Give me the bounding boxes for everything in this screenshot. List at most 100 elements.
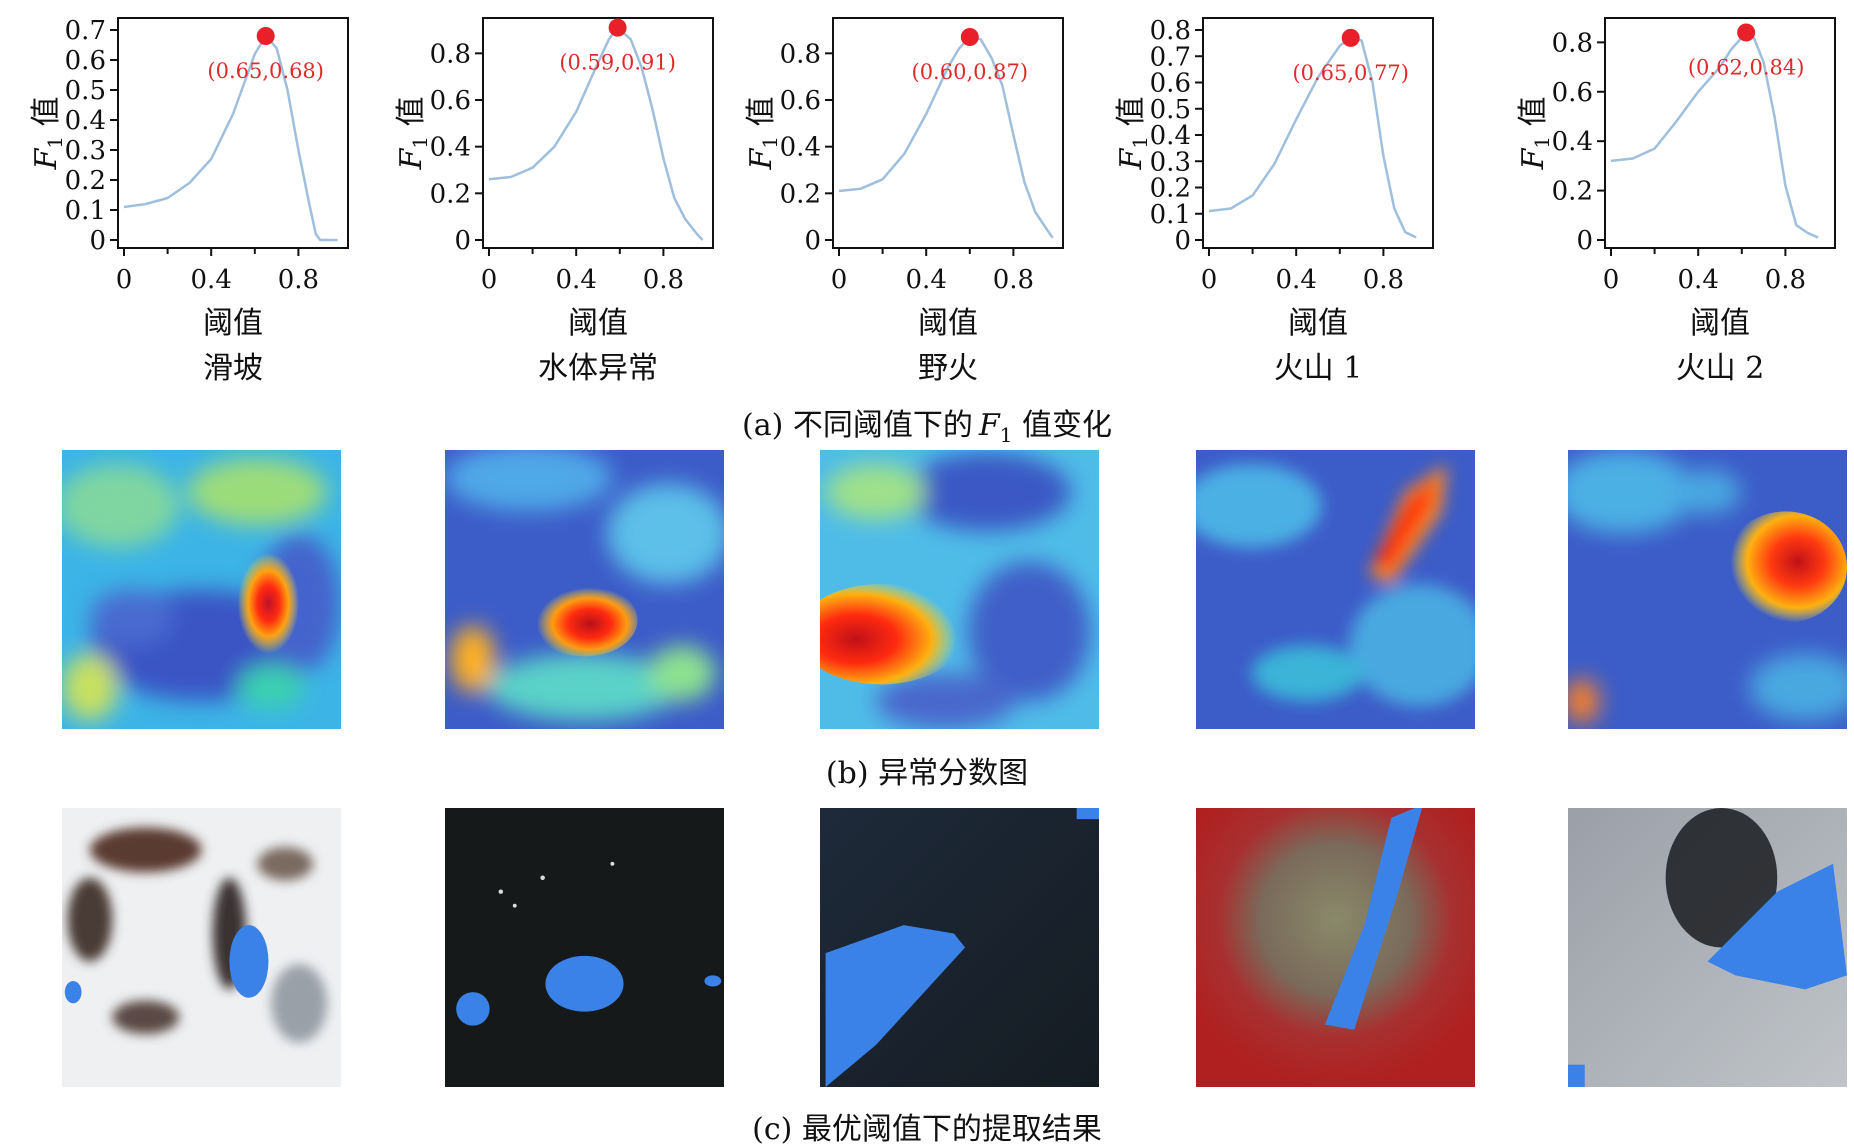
y-tick-label: 0.2 — [1150, 174, 1191, 204]
y-tick-label: 0.7 — [1150, 42, 1191, 72]
chart-frame — [482, 17, 714, 249]
x-axis-label: 阈值 — [203, 306, 263, 341]
y-axis-label-symbol: F — [1516, 148, 1551, 171]
chart-title: 野火 — [918, 351, 978, 386]
y-tick-label: 0.6 — [780, 86, 821, 116]
x-tick-label: 0 — [1603, 265, 1620, 295]
y-tick-label: 0 — [804, 226, 821, 256]
x-axis-label: 阈值 — [568, 306, 628, 341]
x-tick-label: 0 — [831, 265, 848, 295]
chart-title: 水体异常 — [538, 351, 658, 386]
y-axis-label: F1 值 — [744, 96, 782, 170]
x-tick-label: 0.4 — [191, 265, 232, 295]
y-tick-label: 0.3 — [65, 136, 106, 166]
y-axis-label-text: 值 — [1516, 96, 1551, 136]
result-volcano-1 — [1196, 808, 1475, 1087]
y-tick-label: 0.7 — [65, 16, 106, 46]
y-tick-label: 0.6 — [65, 46, 106, 76]
y-tick-label: 0.1 — [65, 196, 106, 226]
x-tick-label: 0 — [481, 265, 498, 295]
y-axis-label-sub: 1 — [1128, 136, 1152, 149]
chart-3: 00.10.20.30.40.50.60.70.80 0.4 0.8(0.65,0.… — [1114, 16, 1434, 386]
y-tick-label: 0.4 — [65, 106, 106, 136]
y-axis-label-sub: 1 — [43, 136, 67, 149]
y-axis-label-symbol: F — [394, 148, 429, 171]
caption-a: (a) 不同阈值下的 F1 值变化 — [0, 400, 1854, 447]
y-tick-label: 0.2 — [1552, 177, 1593, 207]
peak-label: (0.65,0.68) — [207, 59, 324, 83]
y-tick-label: 0 — [89, 226, 106, 256]
chart-frame — [1202, 17, 1434, 249]
peak-label: (0.59,0.91) — [559, 51, 676, 75]
chart-0: 00.10.20.30.40.50.60.70 0.4 0.8(0.65,0.68)… — [29, 16, 349, 386]
heatmap-volcano-1 — [1196, 450, 1475, 729]
heatmap-water-anomaly — [445, 450, 724, 729]
y-axis-label-text: 值 — [744, 96, 779, 136]
caption-a-symbol: F — [978, 408, 1000, 443]
y-tick-label: 0.8 — [1150, 16, 1191, 46]
y-tick-label: 0 — [1576, 226, 1593, 256]
y-tick-label: 0.6 — [430, 86, 471, 116]
y-axis-label-text: 值 — [29, 96, 64, 136]
y-tick-label: 0.4 — [780, 133, 821, 163]
x-tick-label: 0.8 — [278, 265, 319, 295]
y-axis-label: F1 值 — [394, 96, 432, 170]
chart-1: 0 0.2 0.4 0.6 0.8 0 0.4 0.8 (0.59,0.91) F1 值阈值水体异… — [394, 17, 714, 386]
caption-a-prefix: (a) 不同阈值下的 — [742, 408, 973, 443]
y-tick-label: 0.2 — [65, 166, 106, 196]
result-wildfire — [820, 808, 1099, 1087]
x-tick-label: 0.8 — [643, 265, 684, 295]
y-axis-label-text: 值 — [1114, 96, 1149, 136]
y-tick-label: 0.8 — [1552, 28, 1593, 58]
y-axis-label-symbol: F — [1114, 148, 1149, 171]
chart-frame — [832, 17, 1064, 249]
x-axis-label: 阈值 — [1690, 306, 1750, 341]
peak-label: (0.60,0.87) — [912, 60, 1029, 84]
y-tick-label: 0.4 — [1552, 127, 1593, 157]
y-axis-label-sub: 1 — [758, 136, 782, 149]
x-tick-label: 0.8 — [993, 265, 1034, 295]
peak-point — [960, 28, 979, 46]
y-axis-label-text: 值 — [394, 96, 429, 136]
x-tick-label: 0.8 — [1363, 265, 1404, 295]
x-tick-label: 0.4 — [1678, 265, 1719, 295]
x-axis-label: 阈值 — [1288, 306, 1348, 341]
peak-label: (0.62,0.84) — [1688, 55, 1805, 79]
y-tick-label: 0.8 — [780, 39, 821, 69]
chart-frame — [117, 17, 349, 249]
y-tick-label: 0.6 — [1150, 69, 1191, 99]
x-axis-label: 阈值 — [918, 306, 978, 341]
y-tick-label: 0.6 — [1552, 78, 1593, 108]
peak-point — [608, 18, 627, 37]
heatmap-landslide — [62, 450, 341, 729]
y-tick-label: 0.5 — [65, 76, 106, 106]
x-tick-label: 0 — [116, 265, 133, 295]
heatmap-wildfire — [820, 450, 1099, 729]
y-axis-label-symbol: F — [744, 148, 779, 171]
x-tick-label: 0.4 — [1276, 265, 1317, 295]
peak-point — [1737, 23, 1756, 42]
result-water-anomaly — [445, 808, 724, 1087]
x-tick-label: 0.8 — [1765, 265, 1806, 295]
y-tick-label: 0 — [454, 226, 471, 256]
y-tick-label: 0.3 — [1150, 147, 1191, 177]
y-axis-label: F1 值 — [29, 96, 67, 170]
x-tick-label: 0.4 — [556, 265, 597, 295]
heatmap-volcano-2 — [1568, 450, 1847, 729]
y-tick-label: 0.1 — [1150, 200, 1191, 230]
f1-threshold-charts: 00.10.20.30.40.50.60.70 0.4 0.8(0.65,0.68)… — [29, 16, 1836, 386]
x-tick-label: 0 — [1201, 265, 1218, 295]
peak-label: (0.65,0.77) — [1292, 61, 1409, 85]
result-landslide — [62, 808, 341, 1087]
chart-title: 滑坡 — [203, 351, 263, 386]
y-tick-label: 0.8 — [430, 39, 471, 69]
y-axis-label-symbol: F — [29, 148, 64, 171]
chart-title: 火山 1 — [1274, 351, 1363, 386]
y-tick-label: 0.4 — [1150, 121, 1191, 151]
chart-frame — [1604, 17, 1836, 249]
caption-b: (b) 异常分数图 — [825, 756, 1029, 791]
y-tick-label: 0 — [1174, 226, 1191, 256]
chart-4: 0 0.2 0.4 0.6 0.8 0 0.4 0.8 (0.62,0.84) F1 值阈值火山 … — [1516, 17, 1836, 386]
